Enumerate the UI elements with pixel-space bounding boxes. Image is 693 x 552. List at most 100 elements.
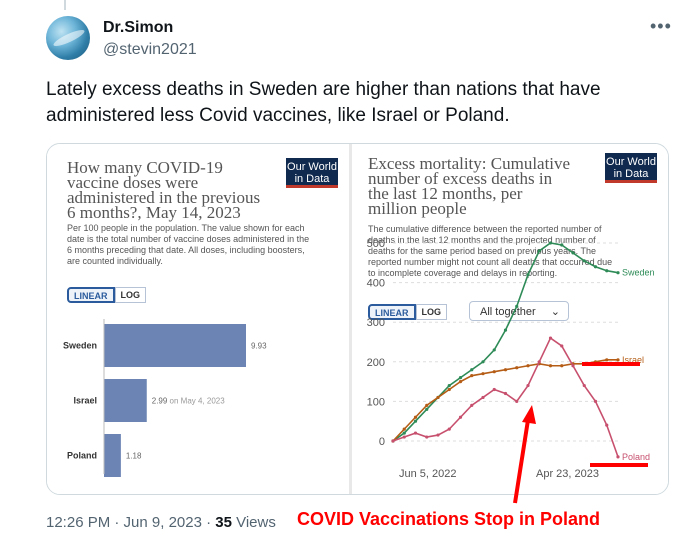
bar-poland [104, 434, 121, 477]
series-point-poland [447, 427, 451, 431]
x-tick-label: Jun 5, 2022 [399, 468, 457, 480]
series-point-poland [515, 399, 519, 403]
series-point-poland [391, 439, 395, 443]
series-point-israel [548, 364, 553, 368]
series-point-poland [492, 387, 496, 392]
y-tick-label: 400 [367, 278, 385, 290]
select-label: All together [480, 306, 536, 318]
series-point-israel [425, 403, 429, 407]
series-point-sweden [548, 241, 553, 245]
series-point-sweden [425, 407, 429, 411]
timestamp[interactable]: 12:26 PM · Jun 9, 2023 · [46, 514, 216, 531]
series-point-poland [481, 395, 485, 400]
series-point-sweden [481, 360, 485, 364]
title-line: number of excess deaths in [368, 169, 553, 188]
series-point-israel [470, 374, 474, 378]
thread-line [64, 0, 66, 10]
series-point-israel [413, 415, 418, 419]
series-point-poland [436, 433, 440, 437]
series-point-sweden [593, 265, 598, 269]
series-point-poland [548, 336, 553, 340]
vaccine-chart-panel: How many COVID-19 vaccine doses were adm… [47, 144, 347, 494]
series-point-sweden [537, 249, 541, 253]
series-point-israel [526, 364, 530, 368]
bar-note: on May 4, 2023 [167, 397, 225, 406]
vaccine-chart-subtitle: Per 100 people in the population. The va… [67, 223, 309, 267]
series-line-poland [392, 336, 619, 458]
title-line: Excess mortality: Cumulative [368, 154, 571, 173]
series-point-sweden [402, 431, 406, 435]
subtitle-line: date is the total number of vaccine dose… [67, 234, 310, 244]
series-point-israel [492, 370, 496, 374]
y-tick-label: 300 [367, 317, 385, 329]
series-point-poland [593, 399, 598, 403]
excess-chart-subtitle: The cumulative difference between the re… [368, 224, 612, 279]
series-point-sweden [582, 259, 586, 263]
scale-toggle: LINEAR LOG [368, 304, 447, 320]
series-point-poland [537, 360, 541, 364]
media-card[interactable]: How many COVID-19 vaccine doses were adm… [46, 143, 669, 495]
series-point-sweden [458, 376, 463, 380]
log-toggle[interactable]: LOG [114, 287, 146, 303]
owid-logo: Our World in Data [605, 153, 657, 183]
series-point-poland [402, 435, 406, 439]
bar-value-label: 9.93 [251, 342, 267, 351]
series-label-poland: Poland [622, 452, 650, 462]
excess-chart-title: Excess mortality: Cumulative number of e… [368, 154, 571, 217]
series-point-sweden [470, 368, 474, 372]
title-line: vaccine doses were [67, 173, 199, 192]
subtitle-line: deaths for the same period based on prev… [368, 246, 596, 256]
y-tick-label: 100 [367, 396, 385, 408]
series-point-sweden [526, 273, 530, 277]
tweet-text: Lately excess deaths in Sweden are highe… [46, 79, 601, 126]
series-point-israel [605, 358, 609, 362]
series-point-poland [560, 344, 564, 348]
scale-toggle: LINEAR LOG [67, 287, 146, 303]
series-line-israel [392, 359, 618, 442]
owid-logo: Our World in Data [286, 158, 338, 188]
series-point-poland [470, 403, 474, 407]
avatar[interactable] [46, 16, 90, 60]
author-handle[interactable]: @stevin2021 [103, 41, 197, 58]
series-point-poland [571, 364, 575, 368]
series-label-sweden: Sweden [622, 268, 655, 278]
series-point-israel [593, 360, 598, 364]
series-point-sweden [503, 328, 508, 332]
author-name[interactable]: Dr.Simon [103, 19, 174, 36]
bar-value-label: 1.18 [126, 452, 142, 461]
series-point-poland [616, 455, 620, 459]
y-tick-label: 0 [379, 436, 385, 448]
series-point-israel [447, 387, 451, 392]
series-point-israel [481, 372, 485, 376]
excess-mortality-panel: Excess mortality: Cumulative number of e… [353, 144, 668, 494]
excess-line-chart: 0 100 200 300 400 500 Sweden Israel Poland Jun 5,… [367, 238, 655, 480]
series-point-poland [413, 431, 418, 435]
subtitle-line: 6 months preceding that date. All doses,… [67, 245, 305, 255]
linear-toggle[interactable]: LINEAR [67, 287, 115, 303]
y-tick-label: 200 [367, 357, 385, 369]
more-icon[interactable]: ••• [650, 16, 672, 36]
series-point-israel [458, 380, 463, 384]
series-point-sweden [492, 348, 496, 352]
series-select[interactable]: All together ⌄ [469, 301, 569, 321]
logo-line: in Data [613, 168, 649, 180]
linear-toggle[interactable]: LINEAR [368, 304, 416, 320]
log-toggle[interactable]: LOG [415, 304, 447, 320]
series-point-poland [526, 383, 530, 388]
bar-category-label: Sweden [63, 341, 97, 351]
bar-category-label: Poland [67, 451, 97, 461]
series-point-sweden [605, 269, 609, 273]
series-point-sweden [616, 271, 620, 275]
series-point-poland [605, 423, 609, 427]
vaccine-bar-chart: Sweden 9.93 Israel 2.99 on May 4, 2023 Polan… [63, 319, 267, 477]
title-line: administered in the previous [67, 188, 261, 207]
y-tick-label: 500 [367, 238, 385, 250]
bar-category-label: Israel [73, 396, 97, 406]
series-point-sweden [571, 251, 575, 255]
views-count: 35 [215, 514, 232, 531]
series-point-israel [503, 368, 508, 372]
logo-line: Our World [606, 156, 656, 168]
logo-line: in Data [294, 173, 330, 185]
series-point-israel [402, 427, 406, 431]
